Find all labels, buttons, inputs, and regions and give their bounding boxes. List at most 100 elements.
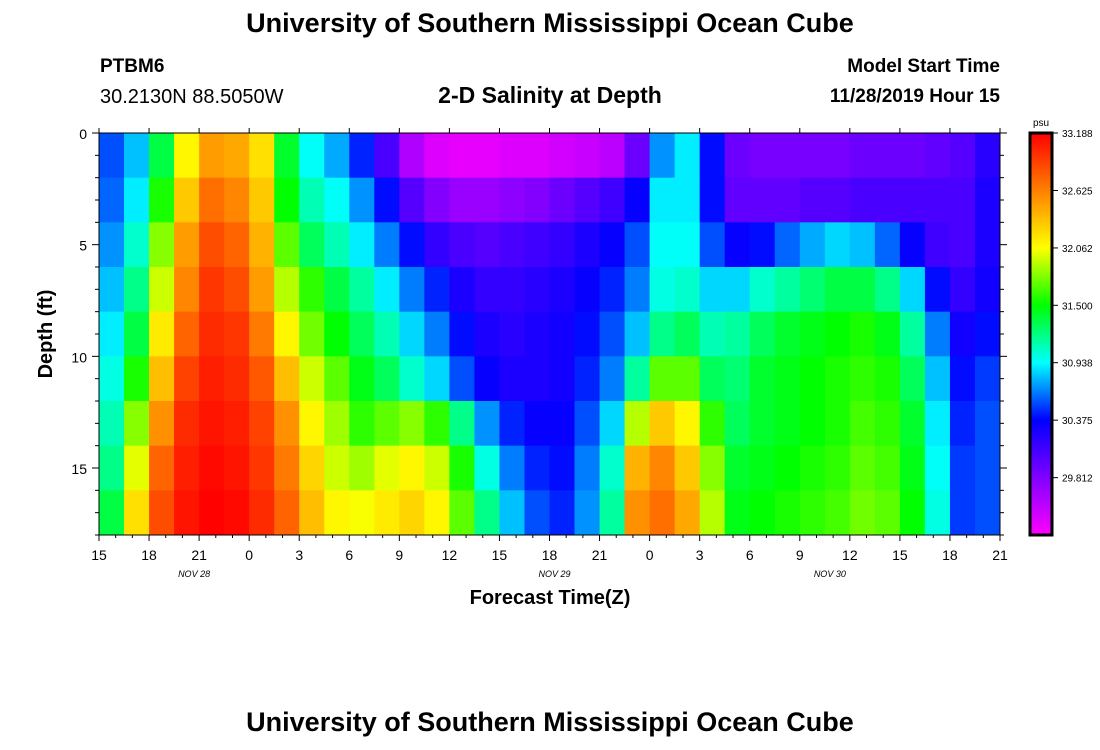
heatmap-cell (299, 267, 325, 313)
heatmap-cell (424, 311, 450, 357)
heatmap-cell (449, 222, 476, 268)
heatmap-cell (499, 177, 526, 223)
heatmap-cell (699, 311, 726, 357)
heatmap-cell (99, 177, 125, 223)
heatmap-cell (174, 222, 200, 268)
heatmap-cell (674, 267, 701, 313)
heatmap-cell (349, 356, 375, 402)
heatmap-cell (974, 222, 1000, 268)
heatmap-cell (449, 311, 476, 357)
heatmap-cell (124, 401, 150, 447)
heatmap-cell (424, 490, 450, 535)
heatmap-cell (299, 401, 325, 447)
heatmap-cell (324, 445, 350, 491)
x-tick-label: 15 (892, 547, 908, 563)
colorbar-tick-label: 29.812 (1062, 474, 1093, 485)
x-tick-label: 21 (191, 547, 207, 563)
heatmap-cell (474, 445, 501, 491)
heatmap-cell (449, 356, 476, 402)
heatmap-cell (799, 133, 826, 179)
heatmap-cell (549, 222, 576, 268)
heatmap-cell (874, 356, 901, 402)
x-tick-label: 21 (992, 547, 1008, 563)
heatmap-cell (549, 445, 576, 491)
heatmap-cell (849, 222, 876, 268)
heatmap-cell (499, 445, 526, 491)
colorbar-unit: psu (1033, 118, 1049, 129)
heatmap-cell (199, 222, 225, 268)
heatmap-cell (924, 133, 951, 179)
heatmap-cell (224, 267, 250, 313)
colorbar-gradient (1028, 131, 1054, 537)
heatmap-cell (649, 445, 676, 491)
heatmap-cell (724, 356, 751, 402)
heatmap-cell (674, 311, 701, 357)
heatmap-cell (849, 133, 876, 179)
heatmap-cell (874, 445, 901, 491)
heatmap-cell (199, 311, 225, 357)
heatmap-cell (574, 267, 601, 313)
heatmap-cell (674, 401, 701, 447)
heatmap-cell (224, 177, 250, 223)
heatmap-cell (624, 356, 651, 402)
heatmap-cell (249, 177, 275, 223)
heatmap-cell (874, 133, 901, 179)
heatmap-cell (349, 401, 375, 447)
heatmap-cell (249, 445, 275, 491)
heatmap-cell (649, 401, 676, 447)
heatmap-cell (799, 311, 826, 357)
heatmap-cell (374, 445, 400, 491)
heatmap-cell (924, 356, 951, 402)
heatmap-cell (624, 267, 651, 313)
heatmap-cell (899, 133, 926, 179)
heatmap-cell (174, 445, 200, 491)
heatmap-cell (424, 356, 450, 402)
heatmap-cell (899, 311, 926, 357)
heatmap-cell (474, 222, 501, 268)
heatmap-cell (624, 133, 651, 179)
heatmap-cell (849, 401, 876, 447)
heatmap-cell (499, 356, 526, 402)
heatmap-cell (674, 356, 701, 402)
heatmap-cell (699, 177, 726, 223)
heatmap-cell (799, 177, 826, 223)
heatmap-cell (549, 311, 576, 357)
station-coordinates: 30.2130N 88.5050W (100, 86, 284, 108)
heatmap-cell (174, 311, 200, 357)
heatmap-cell (499, 401, 526, 447)
heatmap-cell (874, 311, 901, 357)
heatmap-cell (524, 311, 551, 357)
heatmap-cell (624, 401, 651, 447)
x-tick-label: 0 (646, 547, 654, 563)
heatmap-cell (649, 356, 676, 402)
x-tick-label: 3 (696, 547, 704, 563)
heatmap-cell (224, 222, 250, 268)
heatmap-cell (524, 401, 551, 447)
heatmap-cell (349, 490, 375, 535)
heatmap-cell (599, 445, 626, 491)
heatmap-cell (574, 311, 601, 357)
heatmap-cell (674, 133, 701, 179)
heatmap-cell (124, 311, 150, 357)
heatmap-cell (774, 490, 801, 535)
heatmap-cell (349, 222, 375, 268)
heatmap-cell (849, 490, 876, 535)
date-label: NOV 28 (178, 569, 210, 579)
heatmap-cell (199, 267, 225, 313)
heatmap-cell (124, 356, 150, 402)
heatmap-cell (449, 490, 476, 535)
date-label: NOV 29 (539, 569, 571, 579)
x-tick-label: 21 (592, 547, 608, 563)
heatmap-cell (849, 267, 876, 313)
heatmap-cell (499, 222, 526, 268)
colorbar-tick-label: 32.062 (1062, 244, 1093, 255)
heatmap-cell (624, 222, 651, 268)
heatmap-cell (699, 267, 726, 313)
heatmap-cell (249, 222, 275, 268)
heatmap-cell (774, 222, 801, 268)
heatmap-cell (724, 311, 751, 357)
heatmap-cell (824, 490, 851, 535)
y-tick-label: 0 (79, 126, 87, 142)
heatmap-cell (649, 490, 676, 535)
heatmap-cell (174, 267, 200, 313)
